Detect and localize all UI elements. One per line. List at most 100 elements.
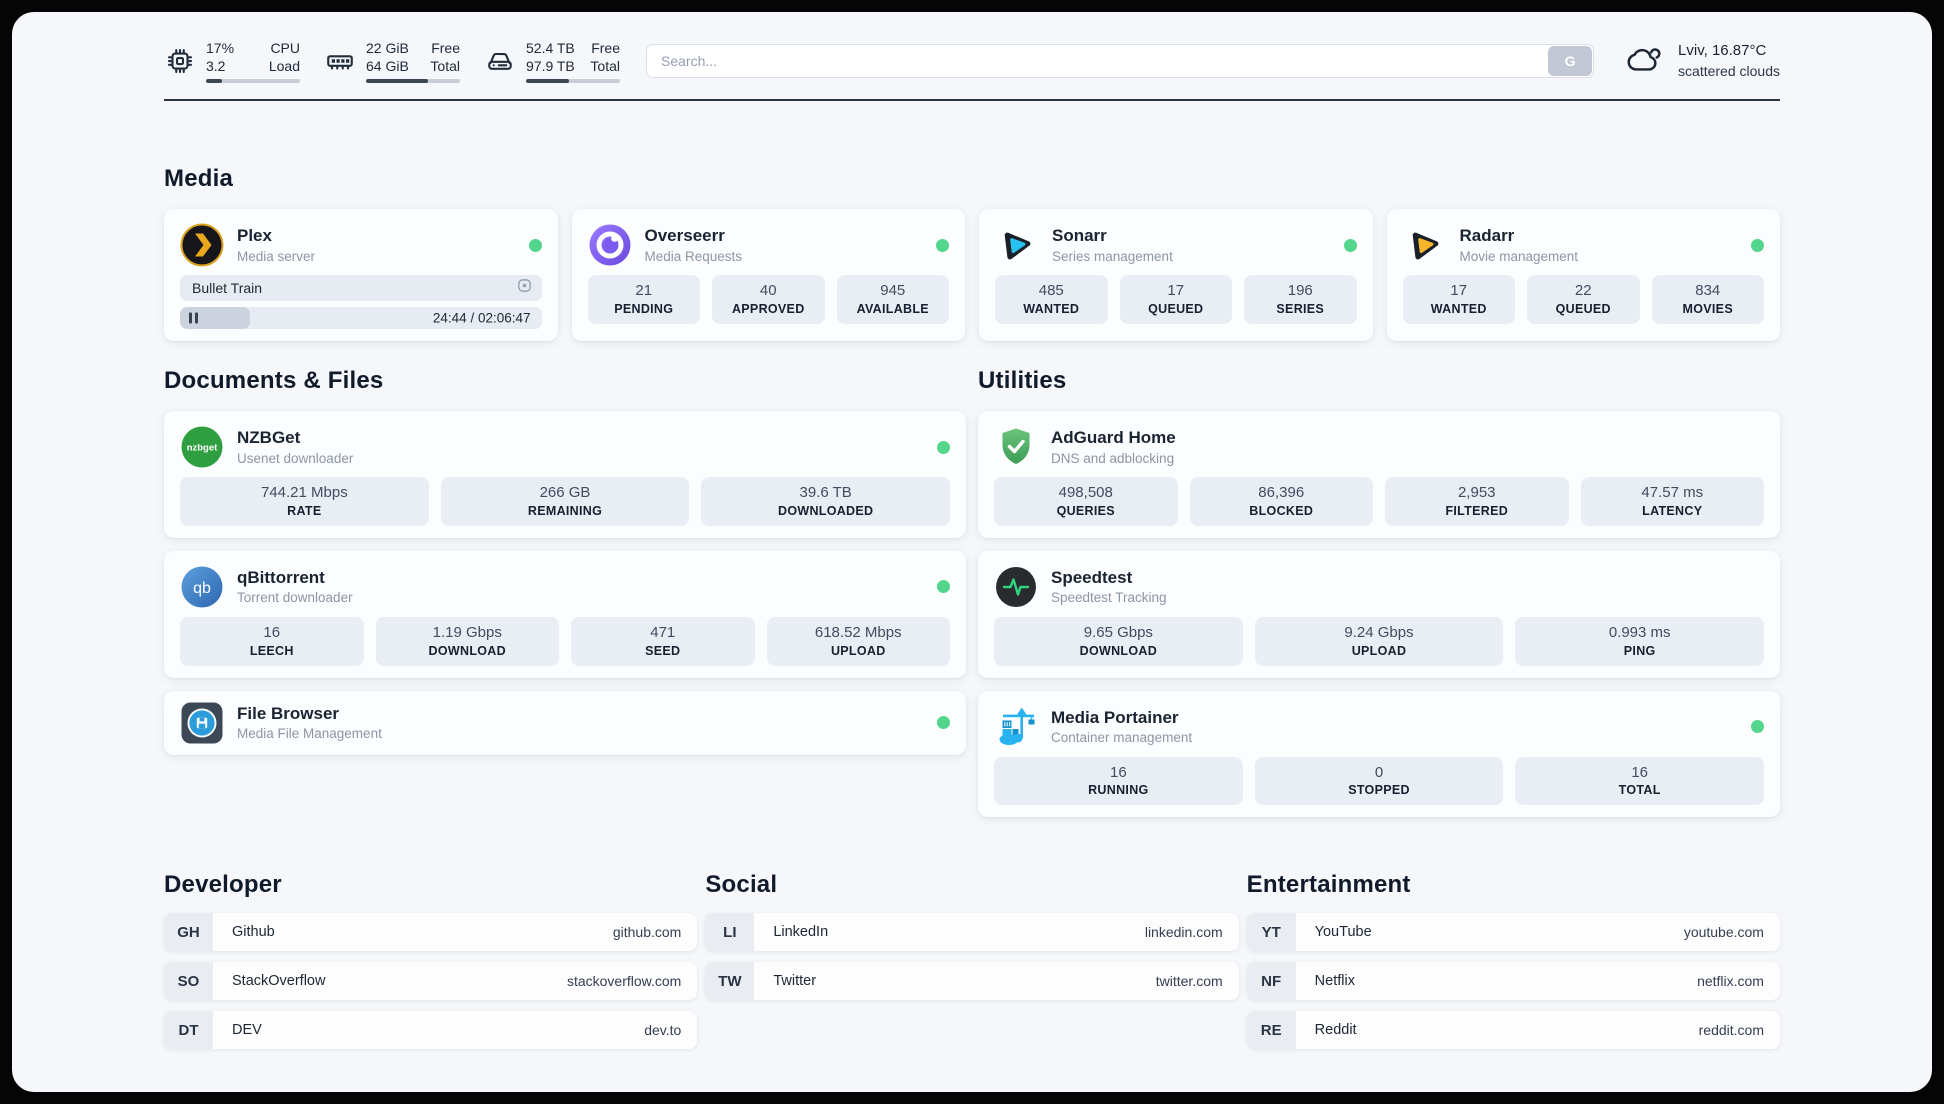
stat-tile: 2,953 FILTERED (1385, 477, 1569, 526)
weather-location-temp: Lviv, 16.87°C (1678, 42, 1767, 60)
bookmark-stackoverflow[interactable]: SO StackOverflow stackoverflow.com (164, 962, 698, 1001)
stat-tile: 196 SERIES (1244, 275, 1357, 324)
bookmark-twitter[interactable]: TW Twitter twitter.com (705, 962, 1239, 1001)
sonarr-card[interactable]: Sonarr Series management 485 WANTED 17 Q… (979, 209, 1373, 341)
status-dot (1751, 720, 1764, 733)
bookmark-domain: stackoverflow.com (566, 973, 682, 990)
cpu-labels: CPU Load (268, 39, 300, 74)
cpu-progressbar (206, 79, 300, 84)
cloud-icon (1624, 41, 1666, 82)
stat-value: 266 GB (539, 484, 591, 501)
radarr-card[interactable]: Radarr Movie management 17 WANTED 22 QUE… (1386, 209, 1780, 341)
bookmark-domain: reddit.com (1698, 1022, 1764, 1039)
bookmark-netflix[interactable]: NF Netflix netflix.com (1246, 962, 1780, 1001)
stat-value: 86,396 (1258, 484, 1305, 501)
bookmark-name: YouTube (1314, 924, 1372, 941)
qbittorrent-icon: qb (180, 565, 224, 609)
bookmark-youtube[interactable]: YT YouTube youtube.com (1246, 913, 1780, 952)
stat-tile: 16 LEECH (180, 616, 364, 666)
stat-value: 9.65 Gbps (1083, 623, 1153, 641)
adguard-icon (994, 425, 1038, 469)
app-name: Plex (237, 226, 272, 246)
status-dot (528, 238, 542, 252)
ram-icon (324, 45, 356, 77)
stat-value: 16 (1109, 763, 1127, 781)
stat-label: MOVIES (1682, 301, 1733, 316)
cpu-values: 17% 3.2 (206, 39, 235, 74)
portainer-card[interactable]: Media Portainer Container management 16 … (978, 690, 1780, 818)
stat-label: STOPPED (1348, 783, 1410, 798)
cpu-icon (164, 45, 196, 77)
system-stats: 17% 3.2 CPU Load (164, 39, 620, 84)
plex-card[interactable]: Plex Media server Bullet Train (164, 209, 558, 341)
bookmark-reddit[interactable]: RE Reddit reddit.com (1246, 1011, 1780, 1050)
stat-label: DOWNLOADED (778, 503, 874, 518)
app-name: Radarr (1459, 226, 1515, 246)
section-heading-media: Media (164, 165, 234, 192)
app-description: Speedtest Tracking (1051, 590, 1167, 606)
stat-value: 1.19 Gbps (432, 623, 502, 641)
qbittorrent-card[interactable]: qb qBittorrent Torrent downloader 16 LEE… (164, 550, 966, 678)
bookmark-name: LinkedIn (773, 924, 829, 941)
stat-tile: 834 MOVIES (1651, 275, 1764, 324)
section-heading-utilities: Utilities (978, 367, 1067, 394)
app-description: Media File Management (237, 726, 382, 742)
bookmark-name: Github (232, 924, 275, 941)
plex-icon (180, 223, 224, 267)
stat-tile: 498,508 QUERIES (994, 477, 1178, 526)
adguard-card[interactable]: AdGuard Home DNS and adblocking 498,508 … (978, 411, 1780, 538)
app-name: Media Portainer (1051, 707, 1179, 727)
stat-value: 16 (1631, 763, 1649, 781)
bookmark-abbr: GH (164, 913, 213, 952)
stat-value: 498,508 (1058, 484, 1113, 501)
stat-label: RUNNING (1088, 783, 1149, 798)
stat-value: 9.24 Gbps (1344, 623, 1414, 641)
bookmark-name: DEV (232, 1022, 262, 1039)
bookmark-dev[interactable]: DT DEV dev.to (164, 1011, 698, 1050)
stat-tile: 40 APPROVED (712, 275, 825, 324)
speedtest-card[interactable]: Speedtest Speedtest Tracking 9.65 Gbps D… (978, 550, 1780, 678)
overseerr-card[interactable]: Overseerr Media Requests 21 PENDING 40 A… (571, 209, 965, 341)
stat-value: 834 (1695, 282, 1721, 299)
app-name: Speedtest (1051, 568, 1133, 588)
bookmark-abbr: NF (1246, 962, 1296, 1001)
stat-tile: 9.24 Gbps UPLOAD (1254, 616, 1504, 666)
filebrowser-card[interactable]: File Browser Media File Management (164, 690, 966, 755)
stat-tile: 22 QUEUED (1527, 275, 1640, 324)
disk-progressbar (526, 79, 620, 84)
svg-text:nzbget: nzbget (187, 443, 218, 454)
stat-tile: 21 PENDING (587, 275, 700, 324)
stat-value: 744.21 Mbps (260, 484, 348, 501)
bookmark-linkedin[interactable]: LI LinkedIn linkedin.com (705, 913, 1239, 952)
stat-label: DOWNLOAD (1079, 643, 1158, 658)
stat-label: DOWNLOAD (428, 643, 506, 658)
bookmark-abbr: DT (164, 1011, 213, 1050)
status-dot (937, 580, 950, 594)
stat-value: 0.993 ms (1608, 623, 1671, 641)
sonarr-icon (995, 223, 1039, 267)
stat-tile: 86,396 BLOCKED (1189, 477, 1373, 526)
weather-widget: Lviv, 16.87°C scattered clouds (1624, 41, 1780, 82)
bookmark-domain: dev.to (644, 1022, 682, 1039)
now-playing-title: Bullet Train (192, 280, 263, 296)
section-heading-documents: Documents & Files (164, 367, 384, 394)
search-input[interactable] (646, 44, 1595, 78)
stat-label: RATE (287, 503, 322, 518)
stat-value: 618.52 Mbps (814, 623, 902, 641)
stat-label: LEECH (249, 643, 294, 658)
stat-value: 471 (650, 623, 676, 641)
nzbget-card[interactable]: nzbget NZBGet Usenet downloader 744.21 M… (164, 411, 966, 538)
stat-tile: 485 WANTED (995, 275, 1108, 324)
status-dot (936, 238, 949, 252)
stat-value: 39.6 TB (799, 484, 852, 501)
app-name: Overseerr (644, 226, 725, 246)
stat-label: REMAINING (527, 503, 603, 518)
bookmark-github[interactable]: GH Github github.com (164, 913, 698, 952)
search-engine-button[interactable]: G (1548, 46, 1593, 76)
status-dot (937, 716, 950, 729)
bookmark-domain: netflix.com (1697, 973, 1764, 990)
ram-progressbar (366, 79, 460, 84)
stat-tile: 0.993 ms PING (1515, 616, 1765, 666)
dashboard-page: 17% 3.2 CPU Load (12, 12, 1932, 1092)
stat-label: QUEUED (1555, 301, 1611, 316)
